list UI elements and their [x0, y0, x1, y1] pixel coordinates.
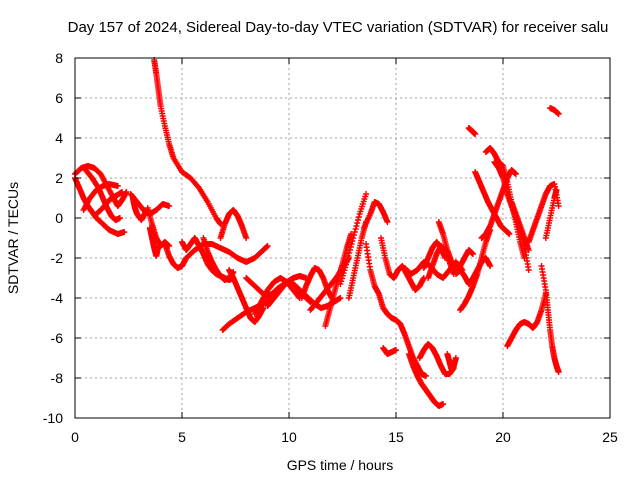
- data-point-arc-40: [506, 231, 513, 237]
- data-point-arc-35: [470, 251, 477, 257]
- data-point-arc-24: [344, 256, 351, 262]
- y-tick-label: -2: [51, 250, 64, 266]
- data-point-arc-43: [525, 267, 532, 273]
- data-point-arc-48: [555, 111, 562, 117]
- data-point-arc-23: [348, 231, 355, 237]
- data-point-arc-24: [349, 238, 356, 244]
- data-point-arc-24: [337, 281, 344, 287]
- data-point-arc-29: [393, 347, 399, 353]
- x-tick-label: 20: [495, 429, 511, 445]
- data-point-arc-1: [121, 229, 128, 235]
- data-point-arc-14: [243, 235, 250, 241]
- y-tick-label: -8: [51, 370, 64, 386]
- chart-title: Day 157 of 2024, Sidereal Day-to-day VTE…: [68, 19, 609, 36]
- data-point-arc-27: [422, 373, 429, 379]
- data-point-arc-24: [343, 259, 350, 265]
- y-tick-label: -4: [51, 290, 64, 306]
- plot-frame: [74, 57, 611, 419]
- data-point-arc-49: [553, 187, 560, 193]
- y-tick-label: -10: [43, 410, 63, 426]
- data-point-arc-20: [337, 295, 344, 301]
- data-point-arc-5: [119, 189, 126, 195]
- y-tick-label: 6: [55, 90, 63, 106]
- data-point-arc-24: [355, 217, 362, 223]
- y-tick-label: 2: [55, 170, 63, 186]
- data-point-arc-24: [351, 232, 358, 238]
- data-point-arc-31: [440, 401, 447, 407]
- data-point-arc-24: [363, 191, 370, 197]
- y-tick-label: 8: [55, 50, 63, 66]
- y-tick-label: 4: [55, 130, 63, 146]
- axis-ticks: 0 5 10 15 20 25 -10 -8 -6 -4 -2 0 2 4 6 8: [43, 50, 618, 445]
- x-tick-label: 25: [602, 429, 618, 445]
- y-tick-label: -6: [51, 330, 64, 346]
- data-point-arc-24: [348, 241, 355, 247]
- data-point-arc-24: [354, 220, 361, 226]
- data-point-arc-24: [345, 253, 352, 259]
- data-point-arc-24: [338, 278, 345, 285]
- data-point-arc-24: [346, 250, 353, 256]
- data-point-arc-24: [347, 244, 354, 250]
- data-point-arc-24: [341, 267, 348, 274]
- data-point-arc-37: [487, 263, 494, 269]
- data-point-arc-24: [338, 275, 345, 282]
- data-point-arc-9: [155, 243, 162, 249]
- data-point-arc-6: [166, 203, 173, 209]
- data-point-arc-36: [452, 355, 459, 361]
- data-point-arc-24: [342, 261, 349, 268]
- x-axis-label: GPS time / hours: [287, 457, 394, 473]
- data-point-arc-3: [114, 183, 121, 189]
- x-tick-label: 10: [281, 429, 297, 445]
- data-points: [72, 57, 562, 409]
- data-point-arc-24: [351, 229, 358, 235]
- data-point-arc-26: [384, 219, 391, 225]
- data-point-arc-24: [352, 226, 359, 232]
- x-tick-label: 5: [178, 429, 186, 445]
- data-point-arc-46: [555, 203, 562, 209]
- x-tick-label: 0: [71, 429, 79, 445]
- data-point-arc-24: [350, 235, 357, 241]
- data-point-arc-45: [525, 247, 532, 253]
- data-point-arc-24: [339, 272, 346, 279]
- data-point-arc-24: [342, 264, 349, 271]
- data-point-arc-39: [472, 131, 479, 137]
- data-point-arc-24: [340, 270, 347, 276]
- data-point-arc-24: [346, 247, 353, 253]
- data-point-arc-47: [555, 369, 562, 375]
- y-axis-label: SDTVAR / TECUs: [5, 182, 21, 294]
- data-point-arc-11: [264, 243, 271, 249]
- y-tick-label: 0: [55, 210, 63, 226]
- grid: [75, 58, 610, 418]
- data-point-arc-24: [353, 223, 360, 229]
- data-point-arc-24: [355, 214, 362, 220]
- data-point-arc-4: [116, 215, 123, 221]
- data-point-arc-41: [512, 171, 519, 177]
- x-tick-label: 15: [388, 429, 404, 445]
